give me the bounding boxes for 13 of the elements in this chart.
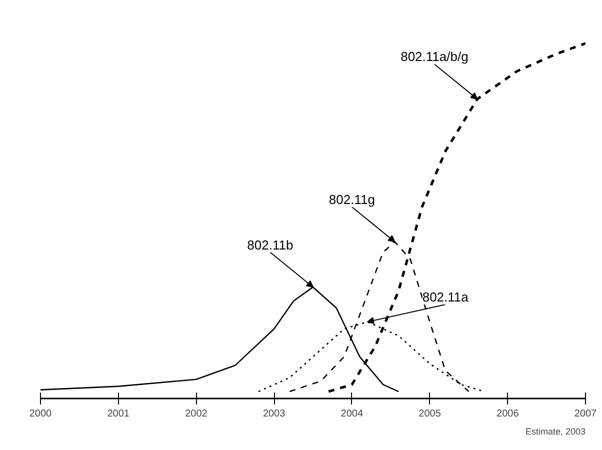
- x-tick-label: 2001: [107, 408, 130, 420]
- text: 802.11a: [422, 289, 470, 304]
- text: 802.11g: [328, 192, 375, 207]
- text: 802.11b: [247, 237, 294, 252]
- x-tick-label: 2004: [340, 408, 364, 420]
- x-tick-label: 2007: [574, 408, 598, 420]
- x-tick-label: 2006: [496, 408, 520, 420]
- x-tick-label: 2003: [262, 408, 286, 420]
- x-tick-label: 2000: [29, 408, 52, 420]
- x-tick-label: 2002: [185, 408, 208, 420]
- text: Estimate, 2003: [525, 426, 586, 436]
- text: 802.11a/b/g: [400, 49, 468, 64]
- x-tick-label: 2005: [418, 408, 442, 420]
